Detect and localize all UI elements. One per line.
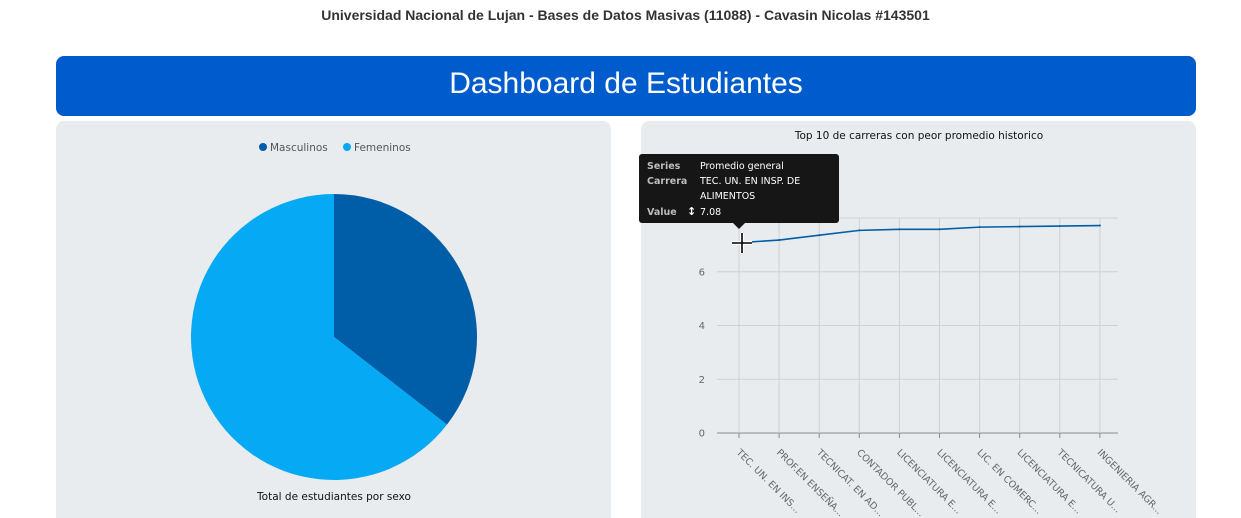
dashboard-banner: Dashboard de Estudiantes (56, 56, 1196, 116)
data-point (978, 226, 981, 229)
data-point (1098, 224, 1101, 227)
x-tick-label: CONTADOR PUBL... (854, 447, 926, 518)
data-point (1018, 225, 1021, 228)
tooltip-carrera-value-line1: TEC. UN. EN INSP. DE (700, 176, 801, 187)
y-tick-label: 6 (699, 267, 705, 278)
line-chart-panel: Top 10 de carreras con peor promedio his… (641, 121, 1196, 518)
pie-chart-panel: Masculinos Femeninos Total de estudiantes … (56, 121, 611, 518)
tooltip-value-key: Value (647, 207, 677, 218)
data-point (818, 234, 821, 237)
pie-slice-masculinos (334, 194, 477, 425)
data-point (778, 239, 781, 242)
data-point (858, 229, 861, 232)
line-chart-title: Top 10 de carreras con peor promedio his… (794, 130, 1043, 142)
line-chart: Top 10 de carreras con peor promedio his… (699, 130, 1165, 518)
tooltip-carrera-key: Carrera (647, 176, 688, 187)
y-tick-label: 0 (699, 429, 705, 440)
vertical-arrow-icon: ↕ (687, 205, 697, 218)
crosshair-cursor-icon (732, 233, 752, 253)
chart-tooltip: Series Promedio general Carrera TEC. UN.… (639, 154, 839, 229)
legend-label-masculinos: Masculinos (270, 142, 328, 154)
pie-chart-title: Total de estudiantes por sexo (256, 491, 411, 503)
data-point (1058, 225, 1061, 228)
legend-label-femeninos: Femeninos (354, 142, 411, 154)
y-tick-label: 2 (699, 375, 705, 386)
series-line-promedio-general (738, 224, 1100, 244)
tooltip-carrera-value-line2: ALIMENTOS (700, 191, 756, 202)
legend-marker-femeninos (343, 143, 351, 151)
y-tick-label: 4 (699, 321, 705, 332)
legend-marker-masculinos (259, 143, 267, 151)
dashboard-title: Dashboard de Estudiantes (449, 67, 803, 100)
x-tick-label: TECNICAT. EN AD... (813, 447, 885, 518)
pie-slice-femeninos (191, 194, 447, 480)
tooltip-value-value: 7.08 (700, 207, 722, 218)
data-point (938, 228, 941, 231)
tooltip-series-key: Series (647, 161, 681, 172)
data-point (898, 228, 901, 231)
tooltip-series-value: Promedio general (700, 161, 784, 172)
pie-chart: Masculinos Femeninos Total de estudiantes … (191, 142, 477, 503)
course-title: Universidad Nacional de Lujan - Bases de… (321, 7, 930, 23)
x-tick-label: PROF.EN ENSEÑA... (774, 447, 846, 518)
x-tick-label: INGENIERIA AGR... (1095, 447, 1164, 516)
tooltip-pointer (733, 223, 745, 229)
